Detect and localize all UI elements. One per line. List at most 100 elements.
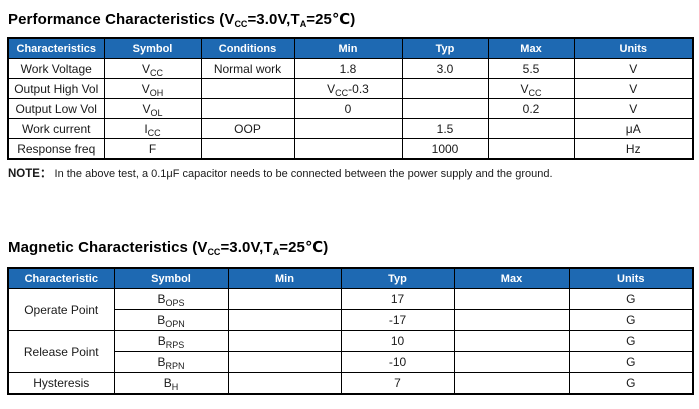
- typ-cell: [401, 98, 489, 119]
- performance-table: Characteristics Symbol Conditions Min Ty…: [7, 37, 694, 160]
- header-row: Characteristic Symbol Min Typ Max Units: [7, 267, 694, 289]
- column-header-units: Units: [568, 267, 694, 289]
- note-label: NOTE：: [8, 168, 52, 180]
- max-cell: [453, 309, 570, 331]
- units-cell: G: [568, 288, 694, 310]
- characteristic-cell: Work current: [7, 118, 105, 139]
- max-cell: [487, 138, 575, 160]
- max-cell: 0.2: [487, 98, 575, 119]
- table-row: BOPN -17 G: [8, 309, 694, 331]
- column-header-max: Max: [453, 267, 570, 289]
- conditions-cell: OOP: [200, 118, 295, 139]
- characteristic-cell: Output Low Vol: [7, 98, 105, 119]
- typ-cell: [401, 78, 489, 99]
- column-header-characteristic: Characteristic: [7, 267, 115, 289]
- units-cell: V: [573, 78, 694, 99]
- symbol-cell: VCC: [103, 58, 202, 79]
- symbol-cell: BRPN: [113, 351, 229, 373]
- column-header-characteristics: Characteristics: [7, 37, 105, 59]
- units-cell: V: [573, 58, 694, 79]
- title-text: =3.0V,T: [220, 239, 273, 256]
- symbol-cell: ICC: [103, 118, 202, 139]
- conditions-cell: Normal work: [200, 58, 295, 79]
- typ-cell: -10: [340, 351, 455, 373]
- typ-cell: 1.5: [401, 118, 489, 139]
- max-cell: [453, 351, 570, 373]
- characteristic-cell: Hysteresis: [7, 372, 115, 395]
- max-cell: [453, 288, 570, 310]
- max-cell: [487, 118, 575, 139]
- table-row: Release Point BRPS 10 G: [7, 330, 694, 373]
- units-cell: μA: [573, 118, 694, 139]
- column-header-typ: Typ: [401, 37, 489, 59]
- conditions-cell: [200, 78, 295, 99]
- symbol-cell: BH: [113, 372, 229, 395]
- max-cell: [453, 372, 570, 395]
- units-cell: Hz: [573, 138, 694, 160]
- typ-cell: 7: [340, 372, 455, 395]
- symbol-cell: BRPS: [113, 330, 229, 352]
- max-cell: [453, 330, 570, 352]
- title-text: Performance Characteristics (V: [8, 11, 235, 28]
- column-header-typ: Typ: [340, 267, 455, 289]
- typ-cell: -17: [340, 309, 455, 331]
- min-cell: 0: [293, 98, 403, 119]
- title-text: Magnetic Characteristics (V: [8, 239, 208, 256]
- units-cell: V: [573, 98, 694, 119]
- min-cell: [227, 288, 342, 310]
- title-subscript: CC: [207, 247, 221, 257]
- column-header-symbol: Symbol: [113, 267, 229, 289]
- min-cell: VCC-0.3: [293, 78, 403, 99]
- typ-cell: 10: [340, 330, 455, 352]
- table-row: Response freq F 1000 Hz: [7, 138, 694, 160]
- column-header-symbol: Symbol: [103, 37, 202, 59]
- symbol-cell: VOH: [103, 78, 202, 99]
- units-cell: G: [568, 330, 694, 352]
- min-cell: [293, 118, 403, 139]
- conditions-cell: [200, 98, 295, 119]
- min-cell: [293, 138, 403, 160]
- symbol-cell: BOPN: [113, 309, 229, 331]
- table-row: Hysteresis BH 7 G: [7, 372, 694, 395]
- title-text: =25℃): [279, 239, 329, 256]
- max-cell: VCC: [487, 78, 575, 99]
- symbol-cell: F: [103, 138, 202, 160]
- symbol-cell: VOL: [103, 98, 202, 119]
- units-cell: G: [568, 372, 694, 395]
- table-row: BRPN -10 G: [8, 351, 694, 373]
- magnetic-section-title: Magnetic Characteristics (VCC=3.0V,TA=25…: [8, 238, 692, 257]
- typ-cell: 17: [340, 288, 455, 310]
- max-cell: 5.5: [487, 58, 575, 79]
- table-row: Output High Vol VOH VCC-0.3 VCC V: [7, 78, 694, 99]
- conditions-cell: [200, 138, 295, 160]
- title-text: =25℃): [306, 11, 356, 28]
- min-cell: [227, 351, 342, 373]
- characteristic-cell: Work Voltage: [7, 58, 105, 79]
- column-header-min: Min: [227, 267, 342, 289]
- column-header-min: Min: [293, 37, 403, 59]
- units-cell: G: [568, 351, 694, 373]
- units-cell: G: [568, 309, 694, 331]
- column-header-units: Units: [573, 37, 694, 59]
- symbol-cell: BOPS: [113, 288, 229, 310]
- typ-cell: 3.0: [401, 58, 489, 79]
- characteristic-cell: Response freq: [7, 138, 105, 160]
- header-row: Characteristics Symbol Conditions Min Ty…: [7, 37, 694, 59]
- note-text: NOTE： In the above test, a 0.1μF capacit…: [8, 165, 692, 181]
- magnetic-table: Characteristic Symbol Min Typ Max Units …: [7, 267, 694, 395]
- datasheet-page: Performance Characteristics (VCC=3.0V,TA…: [7, 10, 694, 395]
- characteristic-cell: Release Point: [7, 330, 115, 373]
- min-cell: [227, 372, 342, 395]
- min-cell: 1.8: [293, 58, 403, 79]
- min-cell: [227, 309, 342, 331]
- table-row: Operate Point BOPS 17 G: [7, 288, 694, 331]
- table-row: Work current ICC OOP 1.5 μA: [7, 118, 694, 139]
- title-subscript: A: [299, 19, 307, 29]
- column-header-max: Max: [487, 37, 575, 59]
- table-row: Work Voltage VCC Normal work 1.8 3.0 5.5…: [7, 58, 694, 79]
- table-row: Output Low Vol VOL 0 0.2 V: [7, 98, 694, 119]
- performance-section-title: Performance Characteristics (VCC=3.0V,TA…: [8, 10, 692, 29]
- typ-cell: 1000: [401, 138, 489, 160]
- characteristic-cell: Output High Vol: [7, 78, 105, 99]
- title-subscript: CC: [234, 19, 248, 29]
